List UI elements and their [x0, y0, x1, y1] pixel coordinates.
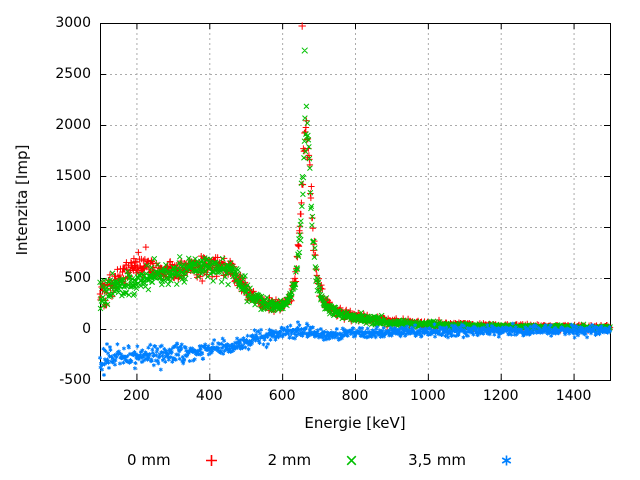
- y-tick-label: 500: [64, 270, 91, 286]
- legend: 0 mm 2 mm 3,5 mm: [0, 447, 640, 473]
- x-axis-label: Energie [keV]: [304, 414, 406, 432]
- y-tick-label: 1500: [55, 168, 91, 184]
- legend-item-0mm: 0 mm: [127, 451, 218, 469]
- x-tick-label: 1400: [555, 388, 592, 404]
- legend-label: 3,5 mm: [408, 451, 466, 469]
- legend-label: 2 mm: [267, 451, 312, 469]
- y-axis-label: Intenzita [Imp]: [13, 144, 31, 256]
- y-tick-label: -500: [59, 372, 91, 388]
- legend-label: 0 mm: [127, 451, 171, 469]
- y-tick-label: 0: [82, 321, 91, 337]
- y-tick-label: 2000: [55, 117, 91, 133]
- x-tick-label: 1200: [482, 388, 519, 404]
- x-tick-label: 400: [195, 388, 223, 404]
- asterisk-marker-icon: [501, 455, 512, 465]
- x-tick-label: 600: [268, 388, 296, 404]
- x-tick-label: 200: [123, 388, 150, 404]
- y-tick-label: 3000: [55, 15, 91, 31]
- y-tick-label: 2500: [55, 66, 91, 82]
- x-tick-label: 1000: [410, 388, 446, 404]
- legend-item-2mm: 2 mm: [268, 451, 359, 469]
- x-tick-label: 800: [341, 388, 369, 404]
- legend-item-3_5mm: 3,5 mm: [408, 451, 513, 469]
- plus-marker-icon: [205, 454, 217, 466]
- cross-marker-icon: [346, 455, 357, 465]
- y-tick-label: 1000: [55, 219, 91, 235]
